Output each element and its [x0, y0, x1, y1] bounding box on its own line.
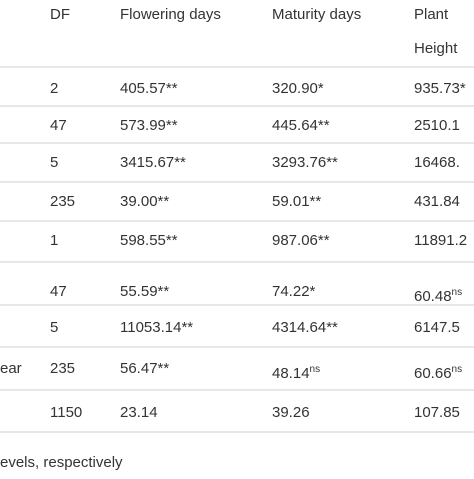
footnote: evels, respectively [0, 454, 123, 471]
cell: 16468. [414, 154, 460, 171]
cell: 11891.2 [414, 232, 467, 249]
cell: 1150 [50, 404, 82, 421]
cell: 235 [50, 193, 75, 210]
cell: 431.84 [414, 193, 460, 210]
cell: 235 [50, 360, 75, 377]
header-cell: Flowering days [120, 6, 221, 23]
cell: 1 [50, 232, 58, 249]
cell: 11053.14** [120, 319, 193, 336]
cell: 5 [50, 154, 58, 171]
cell-value: 60.48 [414, 288, 452, 305]
cell-value: 60.66 [414, 365, 452, 382]
cell: 47 [50, 117, 67, 134]
cell: 935.73* [414, 80, 466, 97]
cell: 55.59** [120, 283, 169, 300]
cell: 3293.76** [272, 154, 338, 171]
cell: 39.00** [120, 193, 169, 210]
cell: 445.64** [272, 117, 330, 134]
header-cell: Height [414, 40, 458, 57]
cell: 598.55** [120, 232, 178, 249]
cell: 2 [50, 80, 58, 97]
cell: 573.99** [120, 117, 178, 134]
cell-value: 48.14 [272, 365, 310, 382]
header-cell: Plant [414, 6, 449, 23]
cell: 60.66ns [414, 364, 462, 382]
cell: 59.01** [272, 193, 321, 210]
cell: 5 [50, 319, 58, 336]
cell: 47 [50, 283, 67, 300]
cell: 987.06** [272, 232, 330, 249]
cell: 39.26 [272, 404, 310, 421]
cell-superscript: ns [452, 287, 463, 298]
cell: 320.90* [272, 80, 324, 97]
cell: 23.14 [120, 404, 158, 421]
cell: 60.48ns [414, 287, 462, 305]
cell: 405.57** [120, 80, 178, 97]
cell: ear [0, 360, 22, 377]
cell: 107.85 [414, 404, 460, 421]
header-cell: Maturity days [272, 6, 361, 23]
cell: 4314.64** [272, 319, 338, 336]
cell-superscript: ns [452, 364, 463, 375]
cell-superscript: ns [310, 364, 321, 375]
cell: 48.14ns [272, 364, 320, 382]
cell: 74.22* [272, 283, 316, 300]
cell: 56.47** [120, 360, 169, 377]
header-cell: DF [50, 6, 70, 23]
cell: 2510.1 [414, 117, 460, 134]
cell: 6147.5 [414, 319, 460, 336]
cell: 3415.67** [120, 154, 186, 171]
